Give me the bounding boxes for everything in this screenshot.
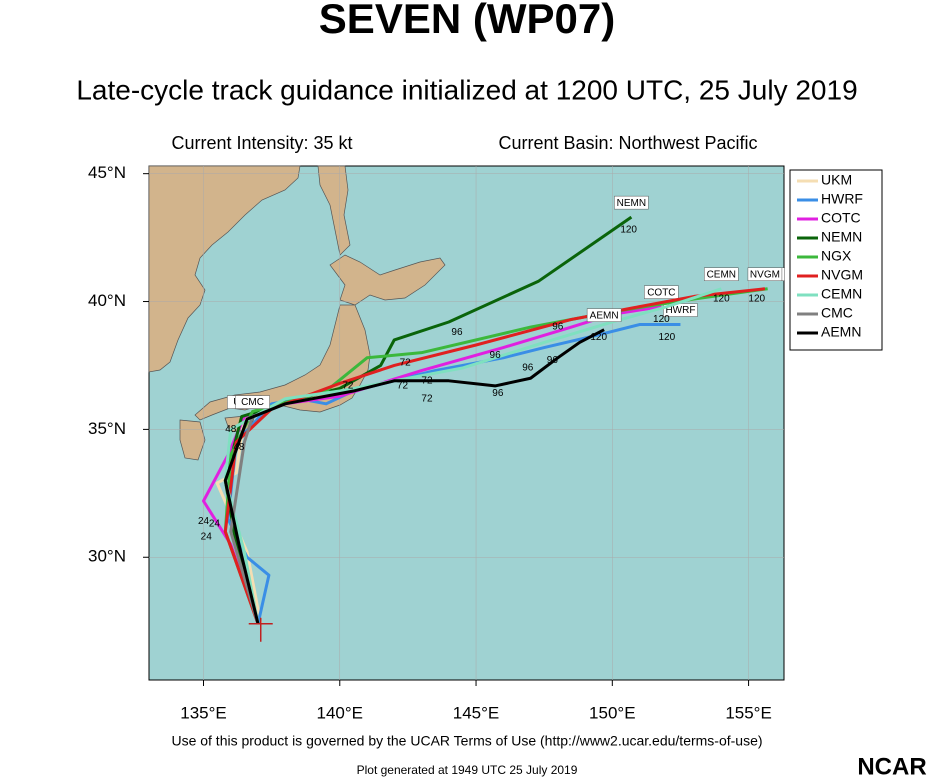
hour-label: 120 — [620, 225, 637, 236]
hour-label: 72 — [397, 381, 409, 392]
basin: Current Basin: Northwest Pacific — [498, 133, 757, 153]
track-label: NEMN — [617, 198, 646, 209]
track — [229, 416, 260, 625]
y-tick-label: 35°N — [88, 419, 126, 438]
intensity: Current Intensity: 35 kt — [171, 133, 352, 153]
track-label-box — [644, 285, 679, 299]
track — [202, 305, 662, 625]
footer: Use of this product is governed by the U… — [171, 733, 762, 749]
hour-label: 24 — [209, 519, 221, 530]
legend-label: NEMN — [821, 229, 862, 245]
track-label: HWRF — [665, 305, 695, 316]
legend-label: CEMN — [821, 286, 862, 302]
track-label: NVGM — [750, 269, 780, 280]
track-label: AEMN — [590, 310, 619, 321]
hour-label: 96 — [490, 350, 502, 361]
legend-label: AEMN — [821, 324, 861, 340]
hour-label: 96 — [552, 322, 564, 333]
track-label-box — [235, 395, 270, 409]
track-label-box — [614, 195, 649, 210]
legend-label: NGX — [821, 248, 852, 264]
logo: NCAR — [857, 753, 926, 780]
track — [223, 287, 766, 625]
legend-label: CMC — [821, 305, 853, 321]
hour-label: 96 — [547, 355, 559, 366]
hour-label: 24 — [198, 516, 210, 527]
hour-label: 120 — [658, 332, 675, 343]
legend-label: HWRF — [821, 191, 863, 207]
y-tick-label: 45°N — [88, 163, 126, 182]
hour-label: 120 — [748, 294, 765, 305]
hour-label: 96 — [522, 363, 534, 374]
hour-label: 96 — [492, 388, 504, 399]
subtitle: Late-cycle track guidance initialized at… — [76, 74, 857, 105]
x-tick-label: 140°E — [317, 703, 364, 722]
generated: Plot generated at 1949 UTC 25 July 2019 — [357, 763, 578, 777]
hour-label: 48 — [233, 442, 245, 453]
x-tick-label: 145°E — [453, 703, 500, 722]
track-label-box — [586, 308, 622, 322]
storm-marker — [248, 617, 273, 642]
track — [215, 416, 263, 625]
track-label-box — [747, 267, 783, 281]
track-label-box — [704, 267, 739, 281]
hour-label: 120 — [590, 332, 607, 343]
x-tick-label: 150°E — [589, 703, 636, 722]
track-label: COTC — [647, 287, 675, 298]
hour-label: 96 — [451, 327, 463, 338]
track-label: CMC — [241, 397, 264, 408]
hour-label: 120 — [653, 314, 670, 325]
hour-label: 24 — [201, 531, 213, 542]
x-tick-label: 155°E — [725, 703, 772, 722]
hour-label: 120 — [713, 294, 730, 305]
hour-label: 72 — [342, 381, 354, 392]
x-tick-label: 135°E — [180, 703, 227, 722]
track — [226, 323, 681, 625]
y-tick-label: 30°N — [88, 547, 126, 566]
legend-label: COTC — [821, 210, 861, 226]
legend-label: UKM — [821, 172, 852, 188]
track — [223, 328, 605, 625]
hour-label: 48 — [225, 424, 237, 435]
hour-label: 72 — [421, 393, 433, 404]
y-tick-label: 40°N — [88, 291, 126, 310]
hour-label: 72 — [400, 358, 412, 369]
title: SEVEN (WP07) — [319, 0, 615, 42]
track-label: CEMN — [707, 269, 736, 280]
hour-label: 72 — [421, 375, 433, 386]
legend-label: NVGM — [821, 267, 863, 283]
